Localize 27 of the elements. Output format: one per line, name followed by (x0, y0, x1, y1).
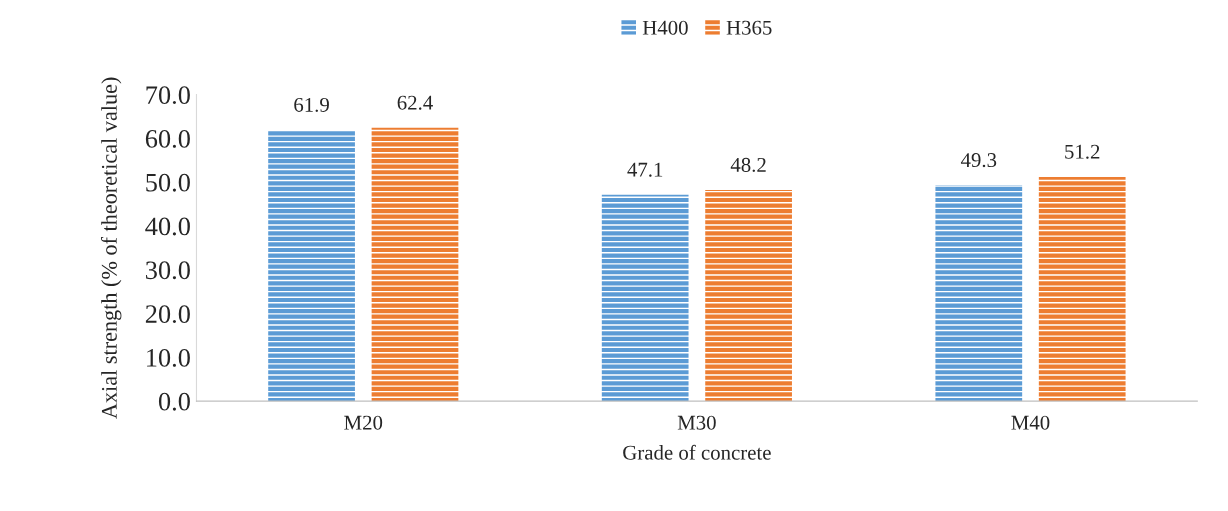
y-tick-label: 10.0 (147, 348, 190, 367)
x-axis-title: Grade of concrete (623, 444, 771, 460)
data-label: 62.4 (397, 95, 433, 110)
x-tick-label: M30 (677, 415, 716, 430)
data-label: 51.2 (1065, 144, 1100, 159)
y-tick-label: 0.0 (158, 392, 190, 411)
bar (371, 127, 459, 402)
data-label: 47.1 (627, 162, 663, 177)
y-tick-label: 30.0 (146, 261, 190, 280)
legend-label: H365 (726, 20, 772, 35)
data-label: 49.3 (960, 153, 997, 168)
bar (935, 185, 1023, 402)
y-tick-label: 70.0 (146, 86, 190, 105)
x-tick-label: M40 (1011, 415, 1050, 430)
data-label: 48.2 (730, 157, 766, 172)
y-tick-label: 40.0 (145, 217, 190, 236)
x-tick-label: M20 (344, 415, 383, 430)
y-tick-label: 60.0 (145, 129, 190, 148)
legend-label: H400 (642, 20, 688, 35)
bar (1038, 176, 1126, 402)
data-label: 61.9 (294, 97, 329, 112)
y-axis-title: Axial strength (% of theoretical value) (100, 77, 122, 419)
y-tick-label: 20.0 (145, 305, 190, 324)
y-tick-label: 50.0 (146, 173, 190, 192)
bar (601, 194, 689, 402)
bar (268, 130, 355, 402)
bar (705, 190, 792, 402)
